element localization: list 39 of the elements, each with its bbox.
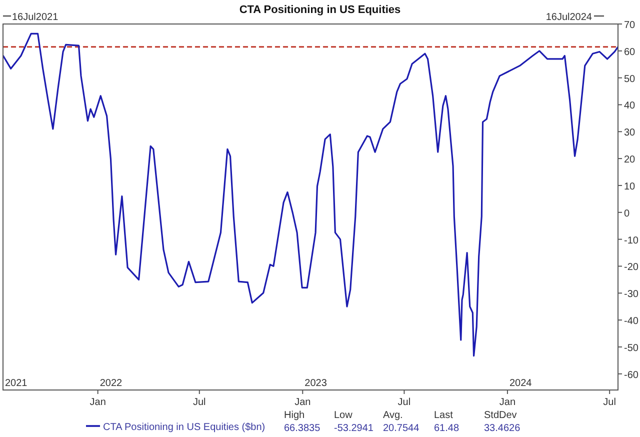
x-tick-label: Jul [193,397,206,408]
annotation: 2023 [304,378,328,389]
y-tick-label: 0 [624,208,630,220]
annotation: 2024 [509,378,532,389]
y-tick-label: -30 [624,289,639,300]
text: 61.48 [434,423,460,434]
line-series [2,32,619,357]
y-tick-label: 30 [624,128,636,139]
text: High [284,410,305,421]
x-tick-label: Jul [603,397,616,408]
text: 20.7544 [383,423,420,434]
x-tick-label: Jan [499,397,516,408]
text: Avg. [383,410,403,421]
chart-title: CTA Positioning in US Equities [239,4,401,16]
text: 16Jul2024 [546,12,592,23]
text: -53.2941 [334,423,374,434]
y-tick-label: 70 [624,20,636,31]
annotation: 2021 [5,378,28,389]
y-tick-label: -60 [624,370,639,381]
y-tick-label: 50 [624,74,636,85]
text: 16Jul2021 [12,12,59,23]
y-tick-label: 40 [624,100,636,112]
y-tick-label: 10 [624,181,636,192]
y-tick-label: -20 [624,262,639,274]
x-tick-label: Jul [398,397,411,408]
x-tick-label: Jan [294,397,311,408]
y-tick-label: 20 [624,154,636,166]
text: 66.3835 [284,423,321,434]
text: Last [434,410,454,421]
y-tick-label: 60 [624,46,636,58]
text: Low [334,410,354,421]
text: 33.4626 [484,423,521,434]
y-tick-label: -10 [624,235,639,246]
text: StdDev [484,410,517,421]
y-tick-label: -40 [624,316,639,328]
annotation: 2022 [100,378,123,389]
x-tick-label: Jan [90,397,106,408]
legend-label: CTA Positioning in US Equities ($bn) [103,422,266,433]
y-tick-label: -50 [624,342,639,354]
